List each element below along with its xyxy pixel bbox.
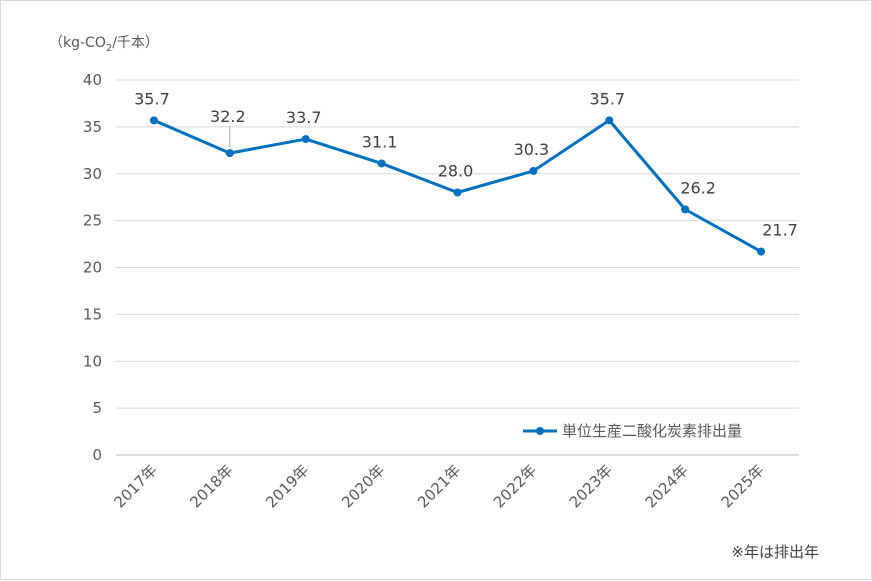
data-point: [529, 166, 538, 175]
data-label: 28.0: [438, 162, 474, 181]
legend-marker: [536, 427, 544, 435]
x-tick-label: 2018年: [186, 461, 236, 511]
y-tick-label: 20: [83, 259, 102, 277]
y-tick-label: 15: [83, 305, 102, 323]
y-axis-unit-label: （kg-CO2/千本）: [49, 35, 159, 54]
data-point: [225, 149, 234, 158]
y-tick-label: 35: [83, 118, 102, 136]
x-tick-label: 2024年: [642, 461, 692, 511]
x-tick-label: 2019年: [262, 461, 312, 511]
unit-subscript: 2: [106, 43, 112, 54]
footnote: ※年は排出年: [731, 543, 819, 561]
data-point: [681, 205, 690, 214]
data-point: [377, 159, 386, 168]
data-point: [757, 247, 766, 256]
series-points: [149, 116, 766, 256]
unit-suffix: /千本）: [112, 35, 159, 51]
y-tick-label: 0: [92, 446, 102, 464]
data-label: 30.3: [514, 140, 550, 159]
x-tick-label: 2025年: [718, 461, 768, 511]
y-tick-label: 30: [83, 165, 102, 183]
x-tick-label: 2020年: [338, 461, 388, 511]
data-labels: 35.7 32.2 33.7 31.1 28.0 30.3 35.7 26.2 21.7: [134, 89, 798, 239]
y-tick-label: 40: [83, 71, 102, 89]
data-label: 35.7: [134, 89, 170, 108]
y-tick-label: 10: [83, 352, 102, 370]
x-tick-label: 2023年: [566, 461, 616, 511]
x-tick-label: 2021年: [414, 461, 464, 511]
legend: 単位生産二酸化炭素排出量: [523, 422, 742, 440]
x-tick-label: 2017年: [110, 461, 160, 511]
data-point: [453, 188, 462, 197]
data-label: 32.2: [210, 107, 246, 126]
x-axis-ticks: 2017年 2018年 2019年 2020年 2021年 2022年 2023年 2024年…: [110, 461, 767, 511]
data-label: 31.1: [362, 132, 398, 151]
data-point: [301, 135, 310, 144]
x-tick-label: 2022年: [490, 461, 540, 511]
data-label: 33.7: [286, 108, 322, 127]
gridlines: [116, 79, 799, 456]
data-label: 21.7: [762, 221, 798, 240]
data-point: [149, 116, 158, 125]
y-tick-label: 25: [83, 212, 102, 230]
series-line: [153, 118, 762, 253]
data-label: 26.2: [680, 178, 716, 197]
data-label: 35.7: [589, 89, 625, 108]
y-axis-ticks: 0 5 10 15 20 25 30 35 40: [83, 71, 102, 464]
unit-prefix: （kg-CO: [49, 35, 106, 51]
legend-label: 単位生産二酸化炭素排出量: [562, 422, 742, 440]
data-point: [605, 116, 614, 125]
y-tick-label: 5: [92, 399, 102, 417]
